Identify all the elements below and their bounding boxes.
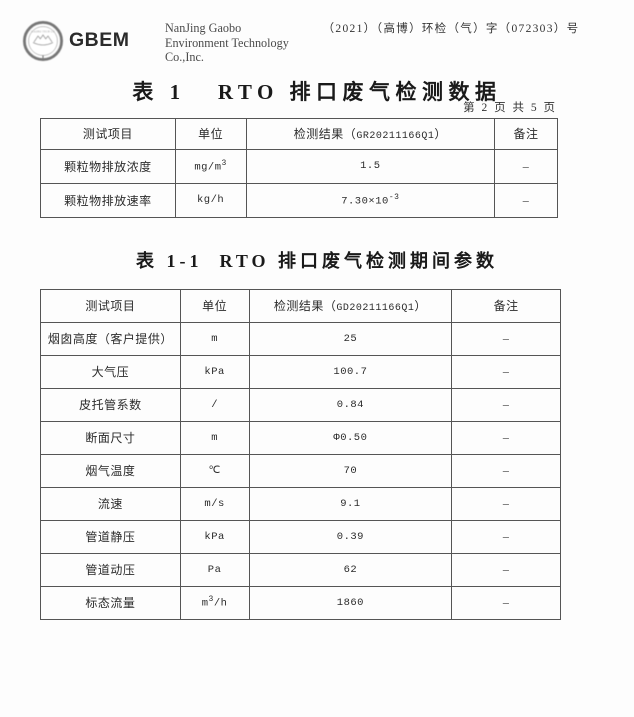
svg-text:GAOBO TECH CO: GAOBO TECH CO	[31, 31, 54, 34]
